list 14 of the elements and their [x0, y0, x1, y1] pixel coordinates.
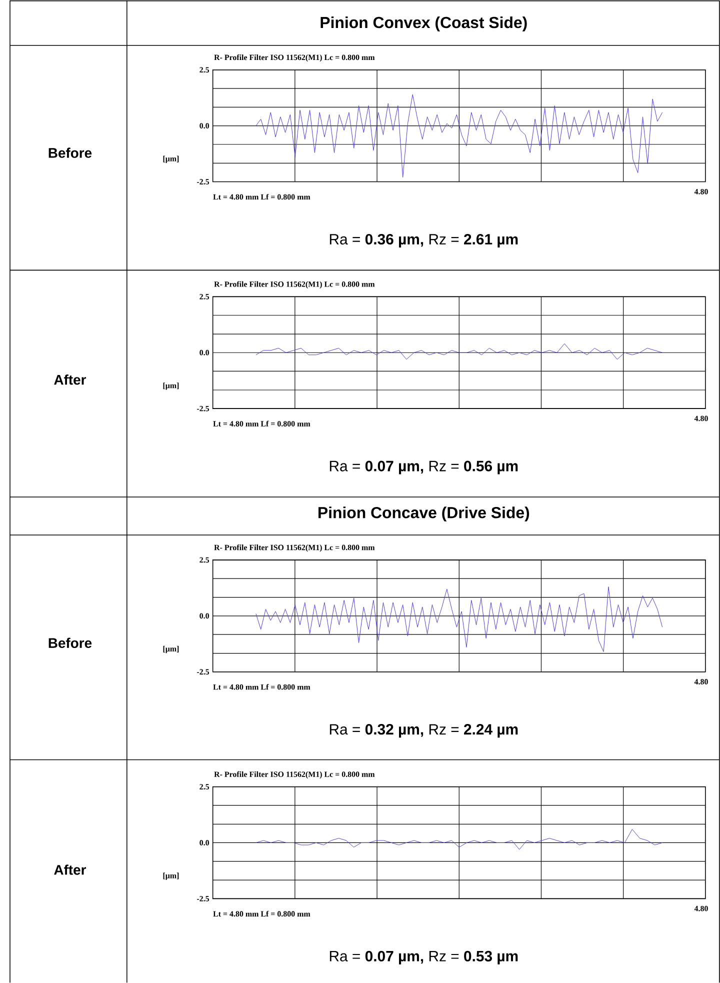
text: Ra = 0.32 µm, Rz = 2.24 µm [330, 724, 518, 738]
text: Pinion Convex (Coast Side) [320, 16, 527, 32]
text: After [54, 374, 86, 385]
line-series [255, 343, 662, 360]
text: Ra = 0.07 µm, Rz = 0.53 µm [330, 950, 518, 964]
text: Before [48, 638, 92, 648]
text: Pinion Concave (Drive Side) [318, 506, 529, 522]
text: Before [48, 148, 92, 158]
text: Ra = 0.36 µm, Rz = 2.61 µm [330, 234, 518, 248]
line-series [255, 829, 662, 850]
text: Ra = 0.07 µm, Rz = 0.56 µm [330, 460, 518, 474]
text: After [54, 864, 86, 875]
line-series [255, 586, 662, 652]
line-series [255, 94, 662, 178]
